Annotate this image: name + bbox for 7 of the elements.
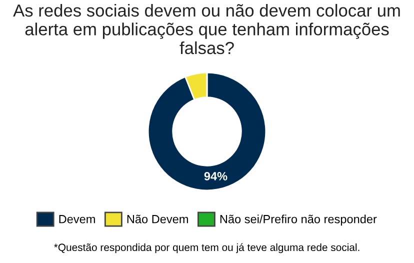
text: *Questão respondida por quem tem ou já teve alguma rede social.	[54, 243, 360, 254]
data-label: 94%	[204, 172, 228, 180]
chart-title: As redes sociais devem ou não devem colocar um alerta em publicações que tenham informações falsas?	[13, 4, 400, 54]
legend-label: Devem	[59, 215, 95, 224]
legend-label: Não Devem	[127, 214, 188, 224]
legend-label: Não sei/Prefiro não responder	[220, 214, 377, 226]
donut-slice	[147, 72, 267, 192]
